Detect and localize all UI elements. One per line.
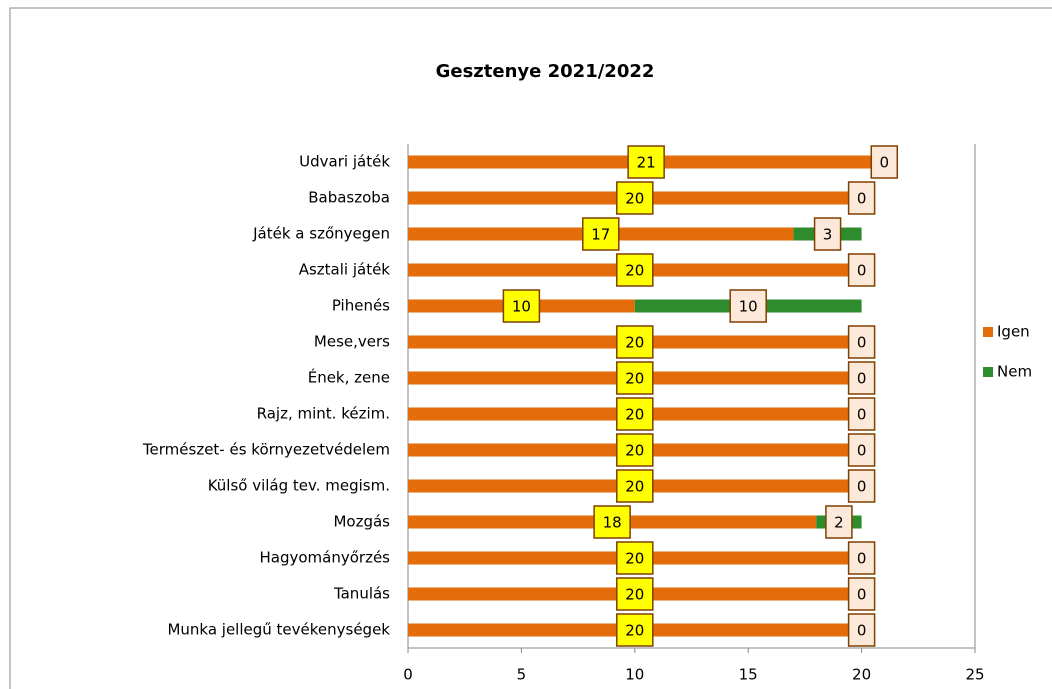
data-label: 0 bbox=[857, 550, 867, 568]
data-label-box bbox=[847, 433, 876, 467]
data-label-box bbox=[502, 289, 541, 323]
y-tick-label: Rajz, mint. kézim. bbox=[257, 405, 390, 423]
legend-label: Nem bbox=[997, 363, 1032, 381]
y-tick-label: Mozgás bbox=[333, 513, 390, 531]
data-label: 20 bbox=[625, 622, 644, 640]
y-tick-label: Udvari játék bbox=[299, 153, 390, 171]
y-tick-label: Tanulás bbox=[333, 585, 390, 603]
data-label-box bbox=[813, 217, 842, 251]
data-label-box bbox=[616, 397, 654, 431]
data-label-box bbox=[616, 253, 654, 287]
data-label: 20 bbox=[625, 478, 644, 496]
data-label: 0 bbox=[857, 406, 867, 424]
y-tick-label: Munka jellegű tevékenységek bbox=[167, 621, 390, 639]
y-tick-label: Asztali játék bbox=[299, 261, 391, 279]
data-label-box bbox=[616, 541, 654, 575]
data-label: 20 bbox=[625, 586, 644, 604]
data-label: 20 bbox=[625, 262, 644, 280]
data-label: 0 bbox=[857, 334, 867, 352]
x-tick-label: 20 bbox=[852, 666, 871, 684]
data-label: 20 bbox=[625, 334, 644, 352]
data-label-box bbox=[847, 325, 876, 359]
data-label: 21 bbox=[637, 154, 656, 172]
data-label-box bbox=[616, 181, 654, 215]
data-label: 17 bbox=[591, 226, 610, 244]
data-label: 10 bbox=[512, 298, 531, 316]
y-tick-label: Természet- és környezetvédelem bbox=[142, 441, 390, 459]
data-label: 18 bbox=[603, 514, 622, 532]
x-tick-label: 25 bbox=[965, 666, 984, 684]
data-label-box bbox=[616, 361, 654, 395]
data-label: 0 bbox=[880, 154, 890, 172]
data-label-box bbox=[616, 469, 654, 503]
y-tick-label: Hagyományőrzés bbox=[260, 549, 391, 567]
data-label-box bbox=[616, 433, 654, 467]
data-label-box bbox=[870, 145, 899, 179]
data-label: 20 bbox=[625, 406, 644, 424]
data-label-box bbox=[847, 181, 876, 215]
data-label: 0 bbox=[857, 190, 867, 208]
data-label: 0 bbox=[857, 370, 867, 388]
data-label: 2 bbox=[834, 514, 844, 532]
y-tick-label: Mese,vers bbox=[314, 333, 390, 351]
data-label-box bbox=[825, 505, 853, 539]
y-tick-label: Pihenés bbox=[332, 297, 390, 315]
legend-label: Igen bbox=[997, 323, 1030, 341]
data-label: 0 bbox=[857, 586, 867, 604]
data-label: 10 bbox=[739, 298, 758, 316]
data-label: 20 bbox=[625, 442, 644, 460]
x-tick-label: 15 bbox=[739, 666, 758, 684]
data-label-box bbox=[847, 397, 876, 431]
y-tick-label: Külső világ tev. megism. bbox=[208, 477, 390, 495]
data-label-box bbox=[729, 289, 767, 323]
legend-swatch bbox=[983, 327, 993, 337]
data-label: 3 bbox=[823, 226, 833, 244]
data-label: 0 bbox=[857, 478, 867, 496]
y-tick-label: Ének, zene bbox=[308, 368, 390, 387]
data-label-box bbox=[847, 577, 876, 611]
data-label-box bbox=[627, 145, 665, 179]
x-tick-label: 5 bbox=[517, 666, 527, 684]
data-label-box bbox=[616, 613, 654, 647]
data-label: 0 bbox=[857, 442, 867, 460]
chart-title: Gesztenye 2021/2022 bbox=[436, 61, 655, 82]
data-label-box bbox=[847, 361, 876, 395]
y-tick-label: Játék a szőnyegen bbox=[252, 225, 390, 243]
x-tick-label: 0 bbox=[403, 666, 413, 684]
data-label-box bbox=[847, 613, 876, 647]
data-label: 20 bbox=[625, 190, 644, 208]
x-tick-label: 10 bbox=[625, 666, 644, 684]
data-label-box bbox=[847, 469, 876, 503]
data-label-box bbox=[847, 253, 876, 287]
data-label: 20 bbox=[625, 370, 644, 388]
data-label: 0 bbox=[857, 262, 867, 280]
data-label-box bbox=[847, 541, 876, 575]
data-label: 20 bbox=[625, 550, 644, 568]
data-label-box bbox=[593, 505, 631, 539]
legend-swatch bbox=[983, 367, 993, 377]
data-label-box bbox=[616, 325, 654, 359]
data-label: 0 bbox=[857, 622, 867, 640]
data-label-box bbox=[582, 217, 620, 251]
data-label-box bbox=[616, 577, 654, 611]
y-tick-label: Babaszoba bbox=[308, 189, 390, 207]
